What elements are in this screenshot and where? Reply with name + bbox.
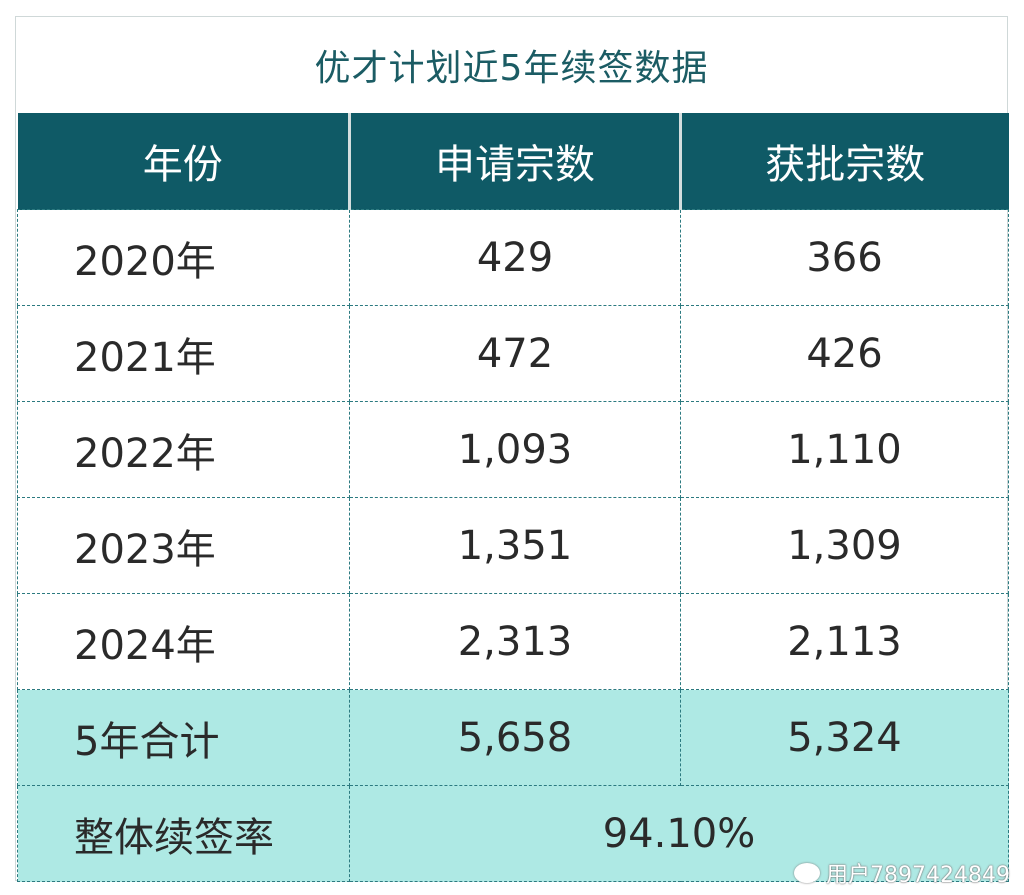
header-applied: 申请宗数	[349, 113, 682, 210]
cell-applied: 1,351	[349, 497, 681, 594]
renewal-data-sheet: 优才计划近5年续签数据 年份 申请宗数 获批宗数 2020年 429 366 2…	[15, 16, 1009, 882]
cell-approved: 2,113	[680, 593, 1009, 690]
cell-year: 2022年	[17, 401, 350, 498]
rate-row: 整体续签率 94.10%	[17, 785, 1009, 882]
cell-applied: 429	[349, 209, 681, 306]
cell-year: 2020年	[17, 209, 350, 306]
total-label: 5年合计	[17, 689, 350, 786]
cell-year: 2024年	[17, 593, 350, 690]
cell-year: 2023年	[17, 497, 350, 594]
table-row: 2022年 1,093 1,110	[17, 401, 1009, 498]
cell-approved: 1,110	[680, 401, 1009, 498]
header-year: 年份	[17, 113, 351, 210]
renewal-table: 年份 申请宗数 获批宗数 2020年 429 366 2021年 472 426…	[17, 113, 1009, 882]
cell-applied: 1,093	[349, 401, 681, 498]
cell-approved: 426	[680, 305, 1009, 402]
watermark: 用户7897424849	[794, 857, 1010, 889]
cell-year: 2021年	[17, 305, 350, 402]
header-row: 年份 申请宗数 获批宗数	[17, 113, 1009, 210]
cell-approved: 1,309	[680, 497, 1009, 594]
header-approved: 获批宗数	[680, 113, 1009, 210]
table-row: 2024年 2,313 2,113	[17, 593, 1009, 690]
total-applied: 5,658	[349, 689, 681, 786]
cell-approved: 366	[680, 209, 1009, 306]
table-row: 2020年 429 366	[17, 209, 1009, 306]
cell-applied: 2,313	[349, 593, 681, 690]
table-title: 优才计划近5年续签数据	[314, 48, 709, 89]
total-row: 5年合计 5,658 5,324	[17, 689, 1009, 786]
rate-value: 94.10%	[349, 785, 1009, 882]
rate-label: 整体续签率	[17, 785, 350, 882]
table-row: 2021年 472 426	[17, 305, 1009, 402]
table-row: 2023年 1,351 1,309	[17, 497, 1009, 594]
total-approved: 5,324	[680, 689, 1009, 786]
cell-applied: 472	[349, 305, 681, 402]
weibo-icon	[794, 863, 821, 883]
watermark-text: 用户7897424849	[826, 863, 1010, 888]
